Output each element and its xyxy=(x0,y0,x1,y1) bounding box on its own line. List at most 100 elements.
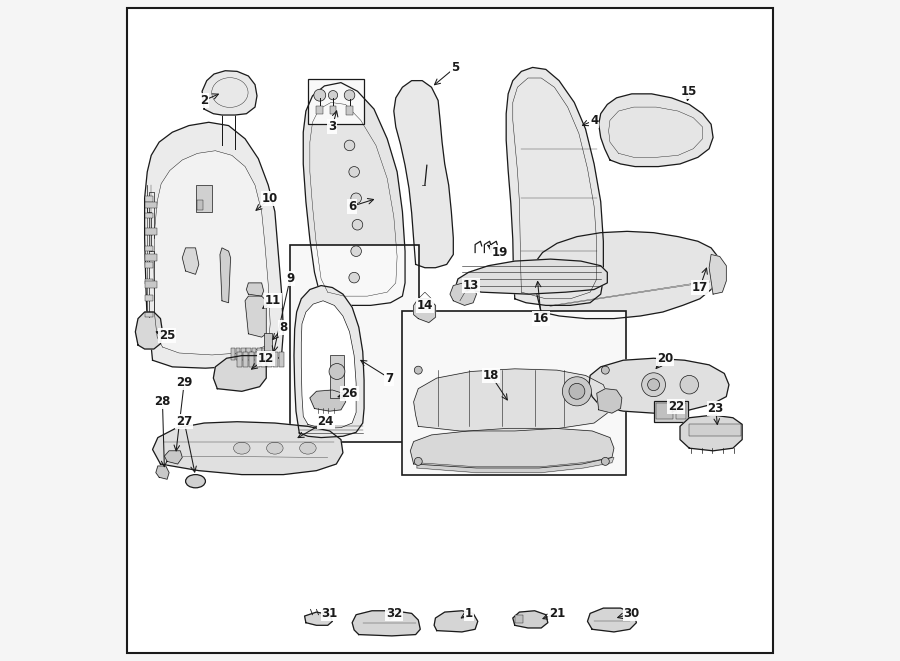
Text: 2: 2 xyxy=(200,94,208,107)
Polygon shape xyxy=(154,151,270,355)
Polygon shape xyxy=(680,415,742,451)
Circle shape xyxy=(414,457,422,465)
Bar xyxy=(145,246,153,251)
Bar xyxy=(262,348,267,360)
Bar xyxy=(267,352,272,367)
Bar xyxy=(145,202,157,208)
Bar xyxy=(243,352,248,367)
Polygon shape xyxy=(450,283,476,305)
Bar xyxy=(145,295,153,301)
Circle shape xyxy=(344,140,355,151)
Bar xyxy=(346,106,354,115)
Text: 23: 23 xyxy=(707,402,724,415)
Text: 29: 29 xyxy=(176,375,193,389)
Bar xyxy=(230,348,235,360)
Text: 11: 11 xyxy=(265,294,281,307)
Circle shape xyxy=(351,246,362,256)
Polygon shape xyxy=(156,466,169,479)
Polygon shape xyxy=(294,286,364,438)
Polygon shape xyxy=(145,122,284,368)
Polygon shape xyxy=(455,259,608,294)
Polygon shape xyxy=(202,71,257,115)
Polygon shape xyxy=(304,612,332,625)
Polygon shape xyxy=(303,83,405,305)
Bar xyxy=(265,351,271,356)
Bar xyxy=(197,200,202,210)
Bar xyxy=(241,348,246,360)
Text: 25: 25 xyxy=(159,329,176,342)
Ellipse shape xyxy=(233,442,250,454)
Polygon shape xyxy=(589,358,729,413)
Polygon shape xyxy=(709,254,726,294)
Circle shape xyxy=(569,383,585,399)
Polygon shape xyxy=(245,296,266,337)
Text: 17: 17 xyxy=(692,281,708,294)
Text: 8: 8 xyxy=(279,321,288,334)
Ellipse shape xyxy=(185,475,205,488)
Polygon shape xyxy=(352,611,420,636)
Polygon shape xyxy=(247,283,264,296)
Bar xyxy=(689,424,741,436)
Polygon shape xyxy=(183,248,199,274)
Polygon shape xyxy=(302,301,356,428)
Bar xyxy=(329,355,344,398)
Polygon shape xyxy=(597,389,622,413)
Bar xyxy=(238,352,242,367)
Bar xyxy=(308,79,364,124)
Polygon shape xyxy=(506,67,603,305)
Text: 7: 7 xyxy=(385,371,393,385)
Bar xyxy=(145,262,153,268)
Bar xyxy=(255,352,260,367)
Polygon shape xyxy=(598,94,713,167)
Bar xyxy=(515,615,523,623)
Text: 18: 18 xyxy=(482,369,500,382)
Circle shape xyxy=(352,219,363,230)
Polygon shape xyxy=(213,356,266,391)
Bar xyxy=(145,213,153,218)
Text: 30: 30 xyxy=(624,607,640,620)
Text: 19: 19 xyxy=(491,246,508,259)
Polygon shape xyxy=(410,428,614,468)
Polygon shape xyxy=(588,608,636,632)
Text: 22: 22 xyxy=(668,400,684,413)
Text: 9: 9 xyxy=(286,272,294,286)
Circle shape xyxy=(601,366,609,374)
Bar xyxy=(290,245,418,442)
Text: 16: 16 xyxy=(533,312,549,325)
Circle shape xyxy=(642,373,665,397)
Bar xyxy=(653,401,688,422)
Bar xyxy=(145,279,153,284)
Bar xyxy=(195,185,212,212)
Bar xyxy=(145,228,157,235)
Text: 3: 3 xyxy=(328,120,337,134)
Text: 20: 20 xyxy=(657,352,673,365)
Bar xyxy=(257,348,262,360)
Circle shape xyxy=(680,375,698,394)
Bar xyxy=(145,254,157,261)
Bar xyxy=(247,348,251,360)
Circle shape xyxy=(329,364,345,379)
Circle shape xyxy=(414,366,422,374)
Circle shape xyxy=(601,457,609,465)
Text: 27: 27 xyxy=(176,415,193,428)
Circle shape xyxy=(351,193,362,204)
Bar xyxy=(261,352,266,367)
Polygon shape xyxy=(220,248,230,303)
Circle shape xyxy=(328,91,338,100)
Polygon shape xyxy=(417,457,614,473)
Ellipse shape xyxy=(266,442,284,454)
Text: 10: 10 xyxy=(262,192,278,205)
Circle shape xyxy=(562,377,591,406)
Bar xyxy=(329,106,337,114)
Bar xyxy=(252,348,256,360)
Text: 5: 5 xyxy=(451,61,459,74)
Circle shape xyxy=(314,89,326,101)
Bar xyxy=(264,333,272,352)
Bar xyxy=(236,348,240,360)
Bar xyxy=(145,196,153,202)
Text: 21: 21 xyxy=(549,607,565,620)
Polygon shape xyxy=(135,312,163,349)
Bar xyxy=(279,352,284,367)
Circle shape xyxy=(349,272,359,283)
Text: 4: 4 xyxy=(590,114,598,127)
